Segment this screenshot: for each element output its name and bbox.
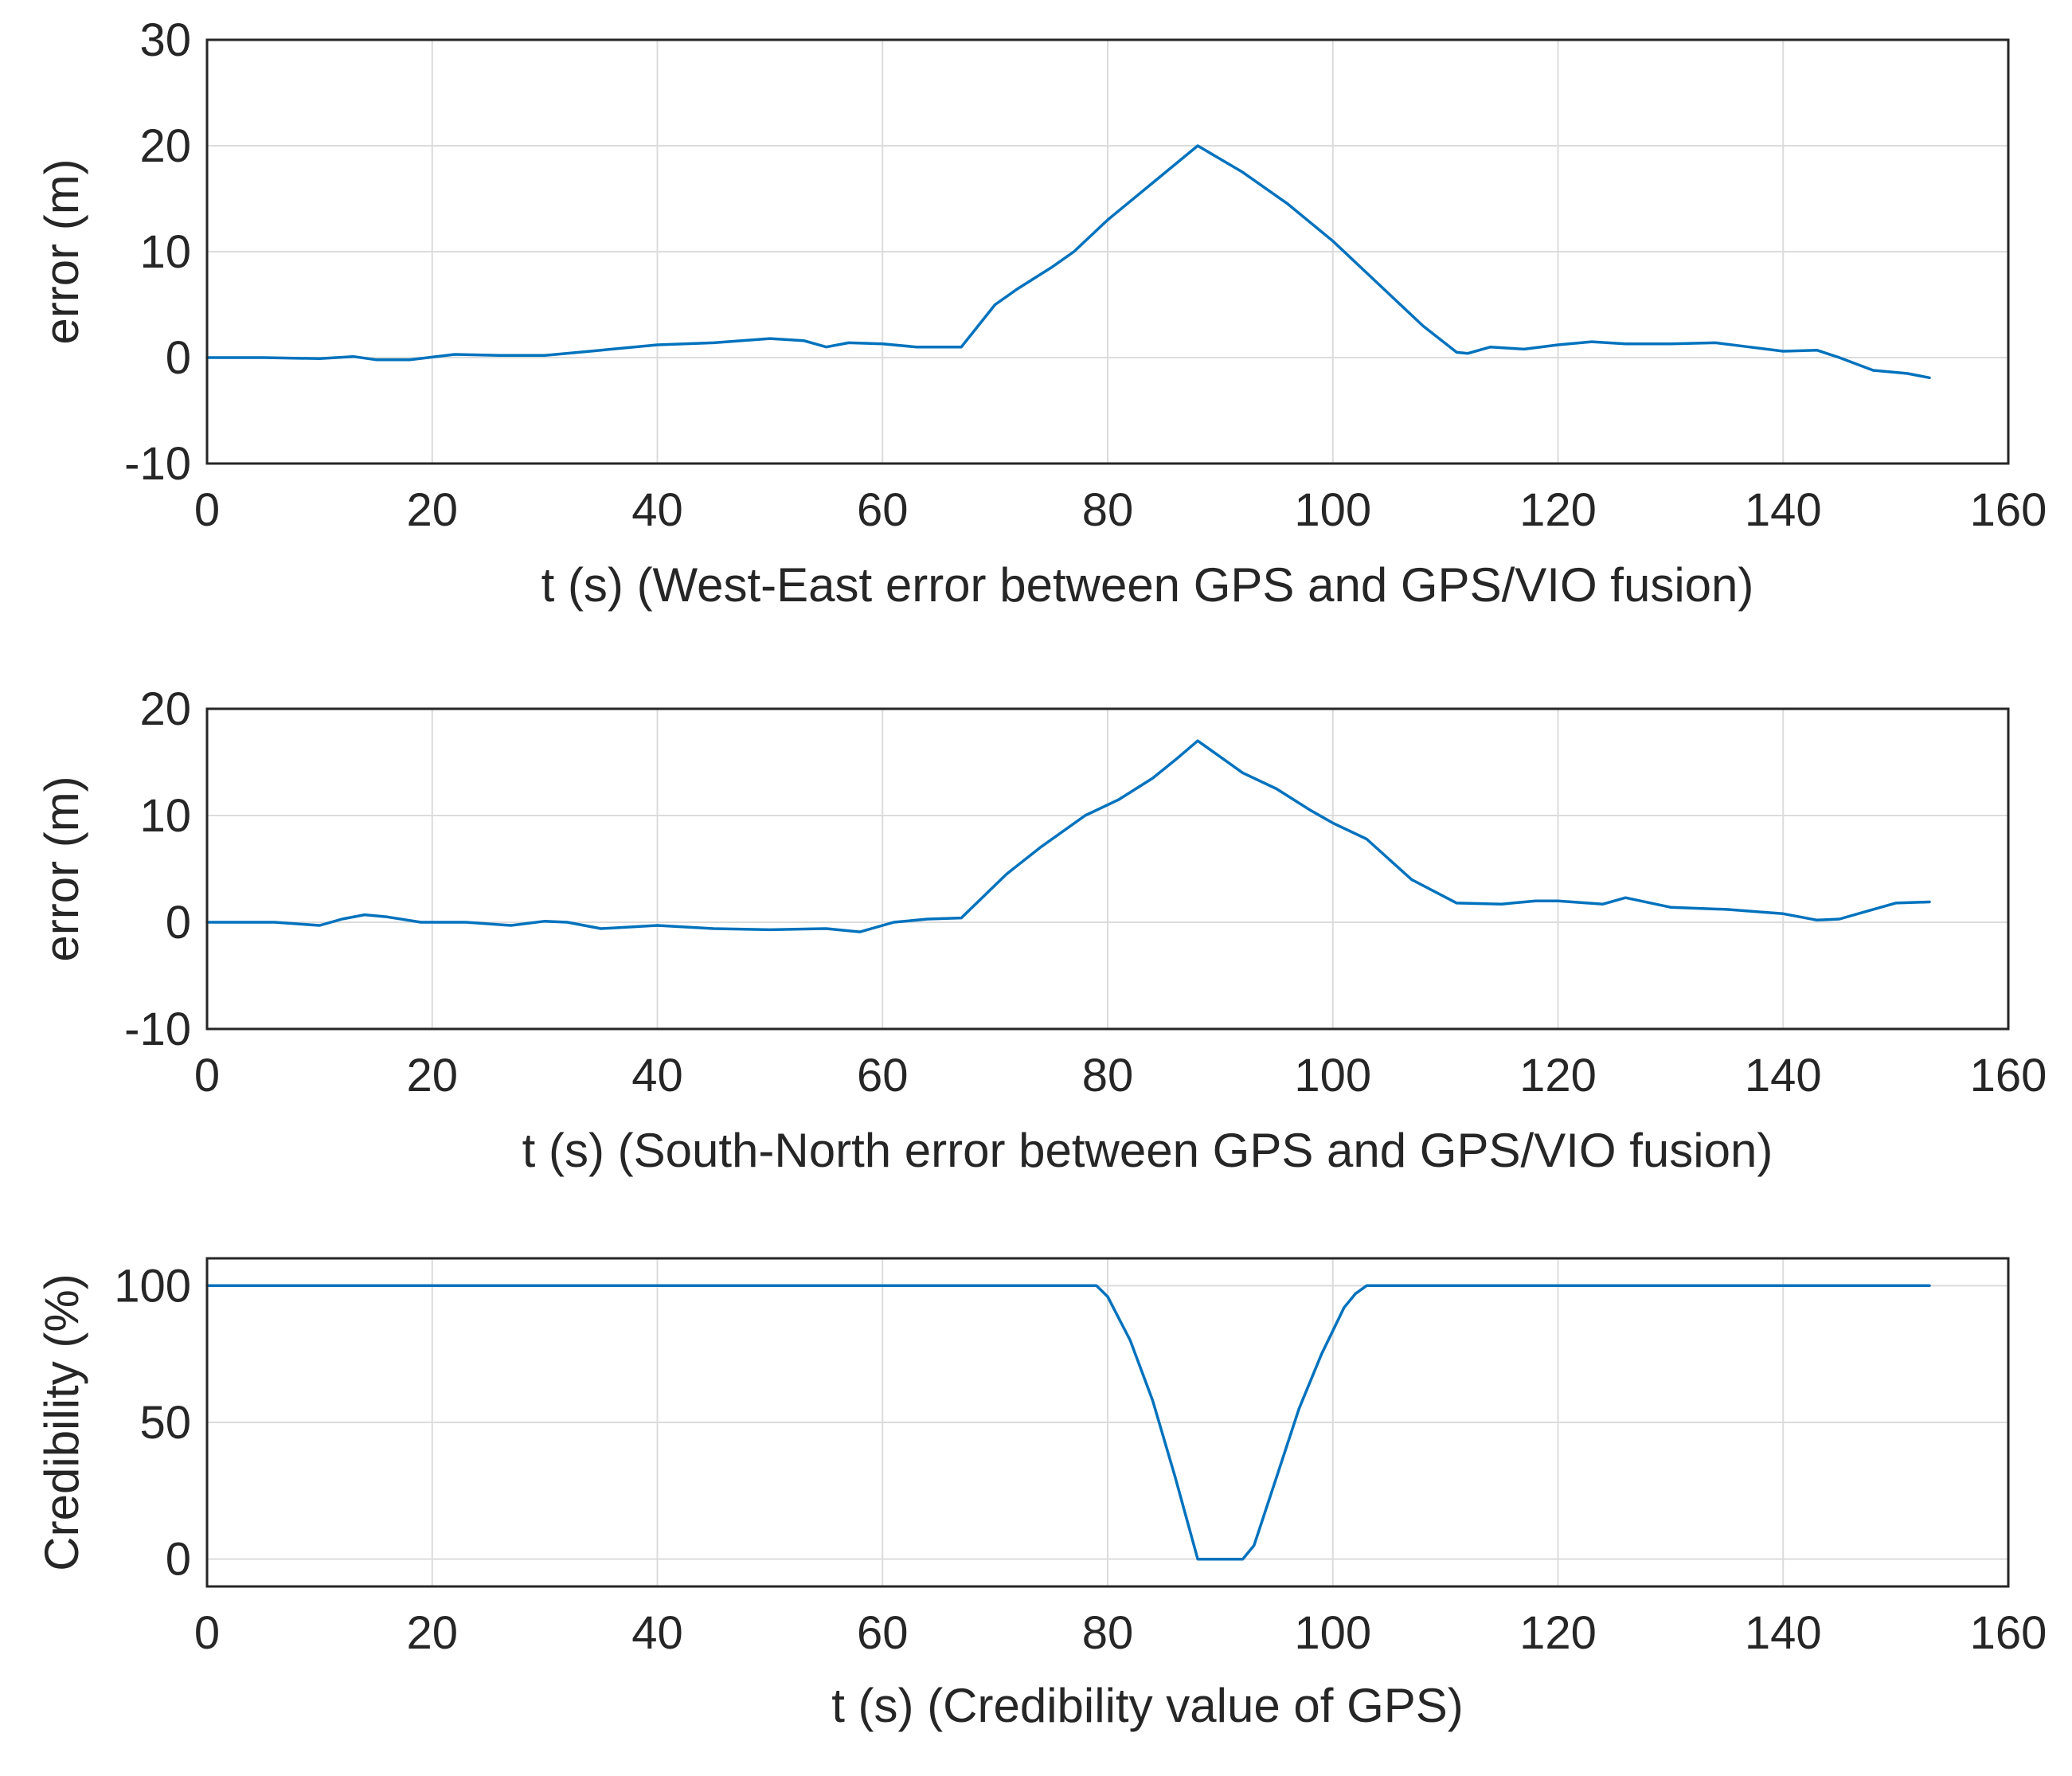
y-tick-label: 10	[139, 226, 191, 278]
x-tick-label: 60	[857, 1050, 909, 1101]
y-tick-label: 30	[139, 14, 191, 66]
x-tick-label: 160	[1970, 484, 2047, 536]
x-tick-label: 40	[631, 484, 683, 536]
x-tick-label: 60	[857, 484, 909, 536]
x-axis-label: t (s) (South-North error between GPS and…	[522, 1124, 1773, 1177]
y-tick-label: -10	[124, 1003, 191, 1055]
x-axis-label: t (s) (West-East error between GPS and G…	[541, 558, 1754, 612]
x-tick-label: 20	[406, 1607, 458, 1659]
series-line	[205, 1284, 1931, 1561]
y-axis-label: error (m)	[35, 158, 88, 344]
y-tick-labels: 100 50 0	[114, 1260, 191, 1585]
x-axis-label: t (s) (Credibility value of GPS)	[831, 1679, 1464, 1732]
x-tick-label: 140	[1745, 1050, 1822, 1101]
y-tick-label: 20	[139, 120, 191, 172]
x-tick-label: 20	[406, 484, 458, 536]
x-tick-label: 100	[1294, 1607, 1371, 1659]
x-tick-label: 80	[1082, 484, 1134, 536]
grid	[207, 709, 2008, 1029]
x-tick-label: 0	[194, 1050, 220, 1101]
x-tick-label: 160	[1970, 1607, 2047, 1659]
subplot-gps-credibility: 100 50 0 0 20 40 60 80 100 120 140 160 Credibility…	[35, 1257, 2047, 1732]
x-tick-label: 0	[194, 484, 220, 536]
y-tick-labels: 30 20 10 0 -10	[124, 14, 191, 490]
x-tick-label: 80	[1082, 1607, 1134, 1659]
y-tick-label: 0	[166, 897, 191, 949]
grid	[207, 1258, 2008, 1586]
y-tick-label: 50	[139, 1397, 191, 1449]
y-tick-label: 100	[114, 1260, 191, 1312]
grid	[207, 40, 2008, 464]
x-tick-label: 40	[631, 1050, 683, 1101]
x-tick-label: 140	[1745, 484, 1822, 536]
series-line	[205, 144, 1931, 380]
x-tick-label: 140	[1745, 1607, 1822, 1659]
x-tick-labels: 0 20 40 60 80 100 120 140 160	[194, 484, 2047, 536]
y-tick-label: 0	[166, 1534, 191, 1586]
x-tick-label: 160	[1970, 1050, 2047, 1101]
y-tick-label: 0	[166, 332, 191, 384]
y-tick-label: 20	[139, 683, 191, 735]
y-tick-labels: 20 10 0 -10	[124, 683, 191, 1055]
y-axis-label: error (m)	[35, 776, 88, 961]
x-tick-labels: 0 20 40 60 80 100 120 140 160	[194, 1050, 2047, 1101]
x-tick-label: 40	[631, 1607, 683, 1659]
x-tick-label: 100	[1294, 1050, 1371, 1101]
x-tick-label: 60	[857, 1607, 909, 1659]
y-tick-label: 10	[139, 790, 191, 842]
x-tick-label: 80	[1082, 1050, 1134, 1101]
y-tick-label: -10	[124, 438, 191, 490]
x-tick-label: 120	[1519, 484, 1597, 536]
x-tick-label: 20	[406, 1050, 458, 1101]
series-line	[205, 739, 1931, 933]
axes-frame	[205, 1257, 2010, 1588]
axes-frame	[205, 38, 2010, 465]
axes-frame	[205, 707, 2010, 1031]
x-tick-label: 120	[1519, 1607, 1597, 1659]
x-tick-labels: 0 20 40 60 80 100 120 140 160	[194, 1607, 2047, 1659]
y-axis-label: Credibility (%)	[35, 1273, 88, 1571]
x-tick-label: 0	[194, 1607, 220, 1659]
x-tick-label: 100	[1294, 484, 1371, 536]
x-tick-label: 120	[1519, 1050, 1597, 1101]
